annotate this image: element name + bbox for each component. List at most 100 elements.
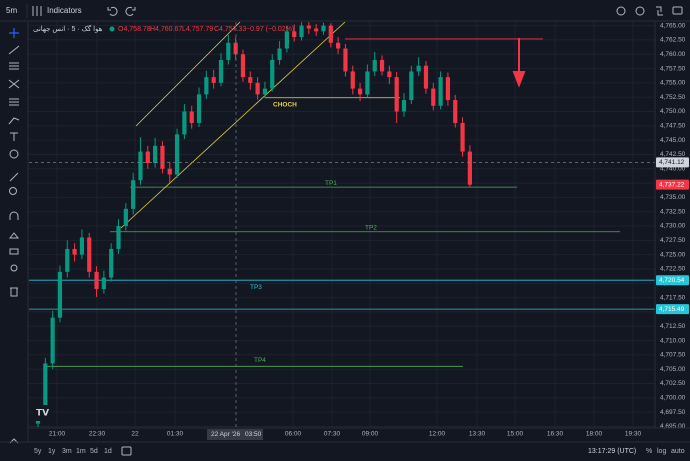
candle-body (416, 65, 421, 72)
redo-button[interactable] (125, 6, 136, 16)
candle-body (248, 77, 253, 83)
y-tick-label: 4,717.50 (660, 294, 686, 301)
candle-body (255, 82, 260, 95)
range-button[interactable]: 1m (76, 448, 86, 455)
level-label: TP3 (250, 284, 262, 291)
measure-tool[interactable] (9, 172, 19, 182)
candle-body (277, 48, 282, 60)
settings-button[interactable] (635, 6, 645, 16)
icon-tool[interactable] (9, 149, 19, 159)
x-tick-label: 07:30 (324, 431, 341, 438)
channel-line (120, 21, 346, 229)
magnet-tool[interactable] (9, 211, 19, 220)
ohlc-value: H4,760.67 (150, 26, 182, 33)
price-label: 4,741.12 (659, 159, 685, 166)
x-tick-label: 06:00 (285, 431, 302, 438)
candle-body (233, 42, 238, 55)
x-tick-label: 21:00 (49, 431, 66, 438)
remove-tool[interactable] (10, 287, 18, 297)
arrow (512, 38, 526, 88)
chart-area: 4,695.00 4,697.50 4,700.00 4,702.50 4,705.00… (29, 21, 689, 440)
candle-body (423, 65, 429, 89)
range-button[interactable]: 5y (34, 448, 42, 455)
crosshair-date: 22 Apr '26 (211, 431, 240, 438)
y-tick-label: 4,725.00 (660, 251, 686, 258)
y-tick-label: 4,732.50 (660, 208, 686, 215)
crosshair-tool[interactable] (9, 28, 19, 38)
y-tick-label: 4,712.50 (660, 323, 686, 330)
candle-body (270, 59, 275, 89)
zoom-tool[interactable] (9, 187, 17, 195)
goto-date-button[interactable] (121, 446, 132, 456)
stay-drawing-tool[interactable] (8, 232, 20, 239)
x-tick-label: 15:00 (507, 431, 524, 438)
percent-toggle[interactable]: % (646, 448, 652, 455)
fib-tool[interactable] (9, 62, 19, 70)
y-tick-label: 4,735.00 (660, 194, 686, 201)
candle-body (94, 271, 99, 290)
candle-body (387, 71, 392, 78)
candle-body (445, 77, 451, 101)
candle-body (401, 100, 407, 112)
candle-body (328, 25, 333, 43)
candle-body (145, 151, 150, 164)
y-tick-label: 4,747.50 (660, 123, 686, 130)
level-label: TP2 (365, 224, 377, 231)
candle-body (306, 25, 311, 29)
candle-body (467, 151, 472, 185)
candle-body (284, 31, 289, 49)
channel-line (135, 21, 241, 127)
x-tick-label: 01:30 (167, 431, 184, 438)
level-label: CHOCH (273, 101, 297, 108)
candle-body (57, 271, 63, 318)
candle-body (211, 77, 216, 83)
price-label-box (656, 275, 689, 286)
candle-body (123, 208, 128, 227)
fullscreen-button[interactable] (656, 6, 663, 16)
candle-body (153, 145, 158, 164)
interval-button[interactable]: 5m (6, 6, 17, 15)
candle-body (218, 59, 224, 83)
candle-body (109, 248, 114, 278)
candle-body (314, 28, 319, 32)
log-toggle[interactable]: log (657, 448, 666, 455)
market-status (109, 26, 115, 32)
tv-logo: 𝗧𝗩 (33, 405, 51, 421)
candle-body (167, 168, 172, 175)
forecast-tool[interactable] (9, 98, 19, 106)
y-tick-label: 4,700.00 (660, 395, 686, 402)
range-button[interactable]: 1d (104, 448, 112, 455)
candle-body (357, 88, 363, 95)
range-button[interactable]: 3m (62, 448, 72, 455)
replay-button[interactable] (616, 6, 626, 16)
y-tick-label: 4,727.50 (660, 237, 686, 244)
pattern-tool[interactable] (8, 79, 20, 89)
symbol-name: هوا گک · 5 · انس جهانی (33, 24, 103, 33)
y-tick-label: 4,755.00 (660, 80, 686, 87)
text-tool[interactable] (10, 132, 18, 141)
auto-toggle[interactable]: auto (671, 448, 685, 455)
undo-button[interactable] (107, 6, 118, 16)
range-button[interactable]: 1y (48, 448, 56, 455)
candle-body (299, 25, 304, 38)
price-label-box (656, 157, 689, 168)
y-tick-label: 4,765.00 (660, 22, 686, 29)
candle-body (204, 77, 209, 95)
candle-body (65, 248, 70, 272)
candle-body (394, 77, 399, 112)
brush-tool[interactable] (8, 117, 20, 125)
range-button[interactable]: 5d (90, 448, 98, 455)
candle-body (174, 134, 180, 175)
ohlc-value: C4,757.33 (214, 26, 246, 33)
snapshot-button[interactable] (672, 6, 683, 15)
hide-tool[interactable] (10, 264, 18, 272)
trend-line-tool[interactable] (8, 45, 20, 55)
candle-body (343, 48, 348, 72)
candle-body (182, 111, 187, 135)
lock-tool[interactable] (9, 248, 19, 255)
candle-body (453, 100, 458, 123)
y-tick-label: 4,697.50 (660, 409, 686, 416)
indicators-button[interactable]: Indicators (32, 6, 82, 16)
